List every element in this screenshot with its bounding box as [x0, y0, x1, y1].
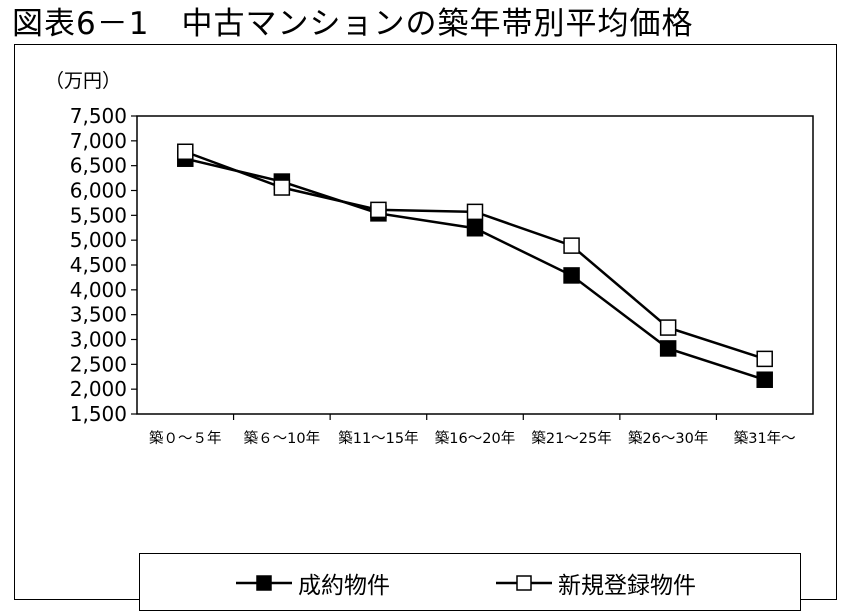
legend-label-new-listing: 新規登録物件	[558, 573, 696, 599]
y-tick-label: 2,500	[70, 352, 127, 376]
y-tick-label: 2,000	[70, 377, 127, 401]
legend-swatch-filled-square	[236, 575, 292, 591]
data-point-series-1	[370, 201, 387, 219]
y-tick-label: 5,000	[70, 228, 127, 252]
x-tick-label: 築11～15年	[338, 429, 418, 447]
legend-swatch-open-square	[496, 575, 552, 591]
x-tick-label: 築21～25年	[531, 429, 611, 447]
data-point-series-1	[273, 179, 291, 196]
y-tick-label: 6,000	[70, 179, 127, 203]
x-tick-label: 築26～30年	[628, 429, 708, 447]
data-point-series-1	[563, 237, 580, 254]
legend-label-contract: 成約物件	[298, 573, 390, 599]
x-tick-label: 築31年～	[734, 429, 796, 447]
data-point-series-1	[466, 203, 484, 221]
legend-item-contract: 成約物件	[236, 554, 390, 612]
y-tick-label: 7,000	[70, 129, 127, 153]
data-point-series-1	[756, 350, 773, 368]
legend: 成約物件 新規登録物件	[139, 553, 801, 611]
y-tick-label: 4,500	[70, 253, 127, 277]
data-point-series-0	[466, 219, 484, 237]
y-tick-label: 1,500	[70, 402, 127, 426]
y-tick-label: 5,500	[70, 203, 127, 227]
y-unit-label: （万円）	[45, 70, 121, 92]
line-chart: （万円） 7,5007,0006,5006,0005,5005,0004,5004…	[45, 70, 814, 447]
data-point-series-1	[659, 319, 677, 336]
chart-frame: （万円） 7,500 7,000 6,500 6,000 5,500 5,000 4,500 4…	[14, 44, 837, 611]
x-tick-label: 築６～10年	[244, 429, 320, 447]
y-tick-label: 6,500	[70, 154, 127, 178]
x-tick-label: 築16～20年	[435, 429, 515, 447]
y-tick-label: 3,000	[70, 328, 127, 352]
page-title: 図表6－1 中古マンションの築年帯別平均価格	[12, 6, 694, 42]
data-point-series-0	[756, 371, 773, 388]
series-line-1	[184, 150, 766, 361]
data-point-series-0	[563, 267, 580, 284]
plot-area	[136, 115, 814, 415]
x-tick-label: 築０～５年	[149, 429, 222, 447]
y-tick-label: 4,000	[70, 278, 127, 302]
y-tick-label: 3,500	[70, 303, 127, 327]
data-point-series-1	[177, 143, 194, 161]
y-tick-label: 7,500	[70, 104, 127, 128]
series-line-0	[184, 157, 766, 381]
data-point-series-0	[659, 340, 677, 357]
legend-item-new-listing: 新規登録物件	[496, 554, 696, 612]
